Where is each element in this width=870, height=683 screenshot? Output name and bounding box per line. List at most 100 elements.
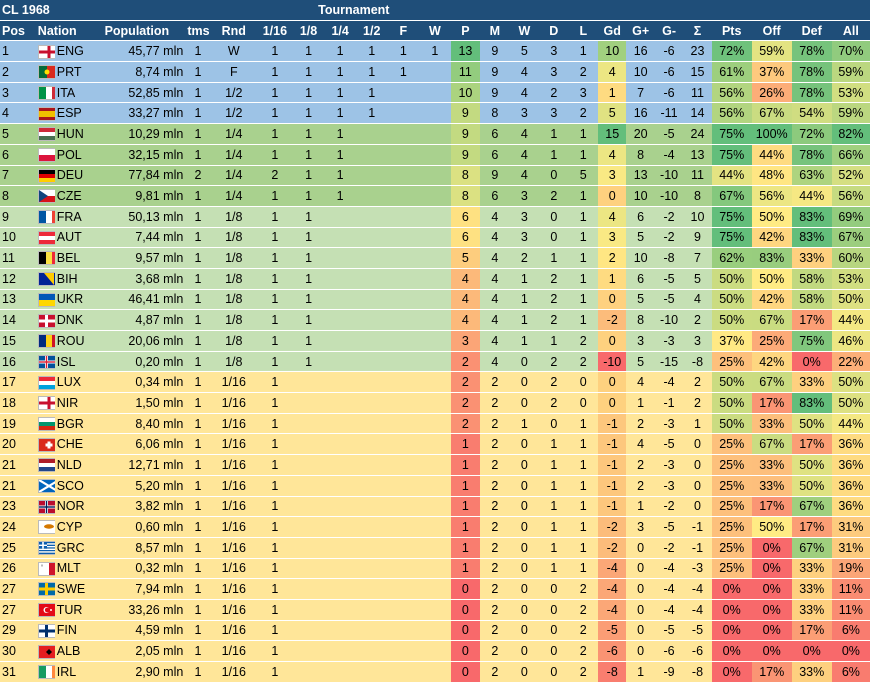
round-cell: 1/4 (210, 123, 257, 145)
points-cell: 9 (450, 102, 481, 125)
nation-cell: CHE (54, 433, 89, 456)
tournament-round-cell (324, 330, 356, 352)
tournament-round-cell: 1 (256, 144, 293, 166)
tournament-round-cell (419, 61, 451, 83)
mlt-flag-icon (35, 558, 55, 580)
flag-icon (37, 313, 55, 328)
table-row: 13 UKR 46,41 mln 1 1/8 1 1 4 4 1 2 1 0 5 -5 4 50% 42% 58% 5… (0, 289, 870, 311)
draws-cell: 1 (539, 123, 569, 145)
aut-flag-icon (35, 227, 55, 249)
def-percent-cell: 78% (791, 61, 832, 83)
tournament-round-cell: 1 (324, 102, 356, 125)
goals-for-cell: 2 (626, 454, 655, 476)
tournament-round-cell: 1 (355, 82, 388, 104)
pts-percent-cell: 56% (711, 102, 752, 125)
flag-icon (37, 106, 55, 121)
population-cell: 8,57 mln (88, 537, 186, 559)
tournament-round-cell (324, 392, 356, 414)
population-cell: 52,85 mln (88, 82, 186, 104)
def-percent-cell: 78% (791, 40, 832, 63)
goals-against-cell: -5 (654, 268, 684, 290)
tournament-round-cell: 1 (256, 454, 293, 476)
def-percent-cell: 78% (791, 82, 832, 104)
nation-cell: ROU (54, 330, 89, 352)
tournament-round-cell (324, 516, 356, 538)
goals-against-cell: -3 (654, 454, 684, 476)
table-row: 2 PRT 8,74 mln 1 F 1 1 1 1 1 11 9 4 3 2 4 10 -6 15 61% 37% 78… (0, 61, 870, 83)
goals-for-cell: 20 (626, 123, 655, 145)
nation-cell: HUN (54, 123, 89, 145)
tournament-round-cell (292, 496, 325, 518)
tournament-round-cell (387, 599, 420, 621)
column-header: 1/4 (324, 20, 356, 42)
tournament-round-cell (387, 144, 420, 166)
tournament-round-cell (355, 537, 388, 559)
tournament-round-cell (387, 247, 420, 269)
tournament-round-cell: 1 (292, 351, 325, 373)
sum-cell: 3 (683, 330, 712, 352)
teams-cell: 1 (185, 392, 211, 414)
losses-cell: 1 (568, 558, 599, 580)
tournament-round-cell: 1 (256, 661, 293, 683)
flag-icon (37, 644, 55, 659)
table-row: 1 ENG 45,77 mln 1 W 1 1 1 1 1 1 13 9 5 3 1 10 16 -6 23 72% 59… (0, 40, 870, 63)
tournament-round-cell (292, 661, 325, 683)
table-row: 9 FRA 50,13 mln 1 1/8 1 1 6 4 3 0 1 4 6 -2 10 75% 50% 83% 6… (0, 206, 870, 228)
tournament-round-cell (387, 165, 420, 187)
tournament-round-cell (355, 516, 388, 538)
points-cell: 4 (450, 289, 481, 311)
tournament-round-cell (387, 206, 420, 228)
column-header: L (568, 20, 599, 42)
points-cell: 9 (450, 123, 481, 145)
population-cell: 8,74 mln (88, 61, 186, 83)
draws-cell: 2 (539, 82, 569, 104)
losses-cell: 2 (568, 599, 599, 621)
tournament-round-cell (419, 185, 451, 207)
tournament-round-cell: 1 (256, 578, 293, 600)
column-header: 1/8 (292, 20, 325, 42)
sum-cell: -4 (683, 578, 712, 600)
goal-difference-cell: -1 (598, 413, 627, 435)
tournament-round-cell: 1 (419, 40, 451, 63)
wins-cell: 1 (509, 413, 540, 435)
flag-icon (37, 375, 55, 390)
all-percent-cell: 44% (831, 309, 870, 331)
tournament-round-cell (292, 454, 325, 476)
pts-percent-cell: 50% (711, 268, 752, 290)
draws-cell: 1 (539, 454, 569, 476)
pts-percent-cell: 75% (711, 206, 752, 228)
goals-for-cell: 13 (626, 165, 655, 187)
wins-cell: 0 (509, 516, 540, 538)
all-percent-cell: 59% (831, 102, 870, 125)
pos-cell: 25 (0, 537, 36, 559)
population-cell: 2,05 mln (88, 640, 186, 662)
population-cell: 8,40 mln (88, 413, 186, 435)
population-cell: 50,13 mln (88, 206, 186, 228)
wins-cell: 0 (509, 578, 540, 600)
flag-icon (37, 623, 55, 638)
wins-cell: 0 (509, 433, 540, 456)
pos-cell: 26 (0, 558, 36, 580)
tournament-round-cell (355, 371, 388, 394)
population-cell: 33,27 mln (88, 102, 186, 125)
tournament-round-cell (355, 620, 388, 642)
pts-percent-cell: 62% (711, 247, 752, 269)
round-cell: 1/4 (210, 185, 257, 207)
flag-icon (37, 458, 55, 473)
nation-cell: ISL (54, 351, 89, 373)
pts-percent-cell: 25% (711, 537, 752, 559)
standings-body: 1 ENG 45,77 mln 1 W 1 1 1 1 1 1 13 9 5 3 1 10 16 -6 23 72% 59… (0, 40, 870, 683)
column-header: Pos (0, 20, 36, 42)
points-cell: 6 (450, 206, 481, 228)
def-percent-cell: 72% (791, 123, 832, 145)
table-row: 11 BEL 9,57 mln 1 1/8 1 1 5 4 2 1 1 2 10 -8 7 62% 83% 33% 6… (0, 247, 870, 269)
draws-cell: 1 (539, 475, 569, 497)
population-cell: 45,77 mln (88, 40, 186, 63)
nation-cell: MLT (54, 558, 89, 580)
losses-cell: 1 (568, 309, 599, 331)
all-percent-cell: 36% (831, 433, 870, 456)
round-cell: 1/8 (210, 351, 257, 373)
table-row: 3 ITA 52,85 mln 1 1/2 1 1 1 1 10 9 4 2 3 1 7 -6 11 56% 26% 7… (0, 82, 870, 104)
def-percent-cell: 83% (791, 206, 832, 228)
table-row: 24 CYP 0,60 mln 1 1/16 1 1 2 0 1 1 -2 3 -5 -1 25% 50% 17%… (0, 516, 870, 538)
